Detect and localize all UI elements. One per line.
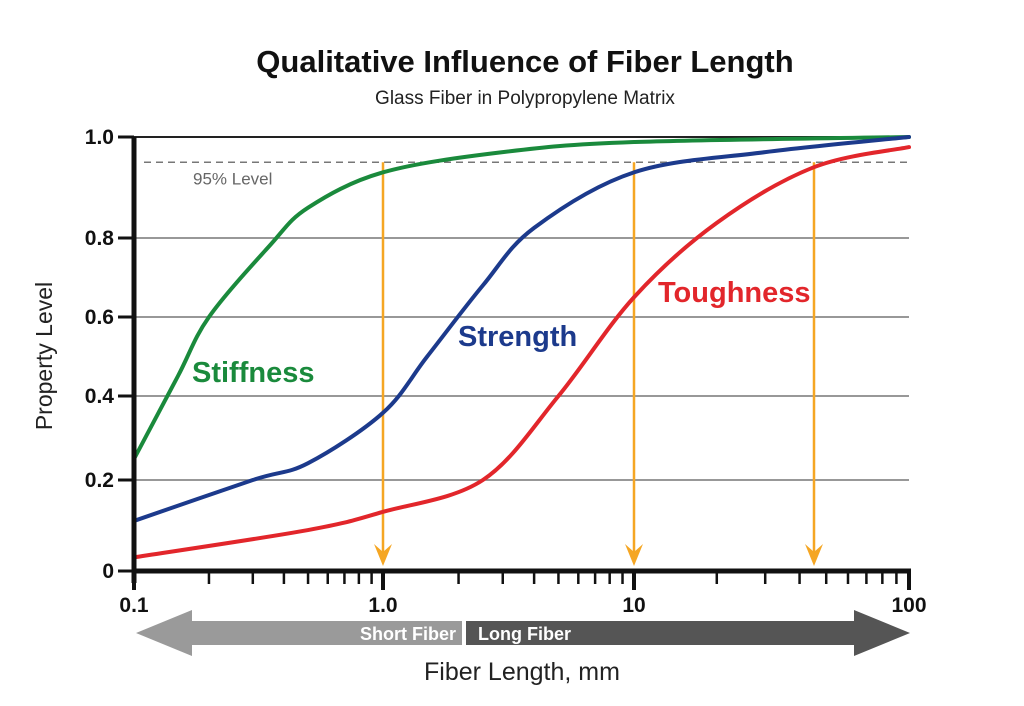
y-tick-label: 0.4	[85, 385, 115, 408]
x-axis-label: Fiber Length, mm	[424, 658, 620, 686]
x-tick-label: 1.0	[368, 594, 397, 617]
y-tick-label: 1.0	[85, 126, 114, 149]
x-tick-label: 100	[891, 594, 926, 617]
long-fiber-label: Long Fiber	[478, 624, 571, 644]
curve-strength	[132, 135, 911, 523]
series-label-toughness: Toughness	[658, 277, 811, 309]
reference-line-label: 95% Level	[193, 169, 272, 188]
x-tick-label: 10	[622, 594, 645, 617]
y-tick-label: 0.8	[85, 227, 115, 250]
threshold-arrowhead	[805, 544, 823, 566]
short-fiber-label: Short Fiber	[360, 624, 456, 644]
curve-stiffness	[132, 135, 911, 461]
threshold-arrowhead	[625, 544, 643, 566]
y-axis-label: Property Level	[31, 282, 57, 430]
series-label-stiffness: Stiffness	[192, 357, 314, 389]
threshold-arrowhead	[374, 544, 392, 566]
y-tick-label: 0.2	[85, 469, 114, 492]
long-fiber-arrow	[466, 610, 910, 656]
x-tick-label: 0.1	[119, 594, 149, 617]
y-tick-label: 0.6	[85, 306, 114, 329]
chart-subtitle: Glass Fiber in Polypropylene Matrix	[375, 88, 675, 109]
series-label-strength: Strength	[458, 321, 577, 353]
chart-title: Qualitative Influence of Fiber Length	[256, 44, 794, 79]
y-tick-label: 0	[102, 560, 114, 583]
short-fiber-arrow	[136, 610, 462, 656]
curve-toughness	[132, 145, 911, 560]
